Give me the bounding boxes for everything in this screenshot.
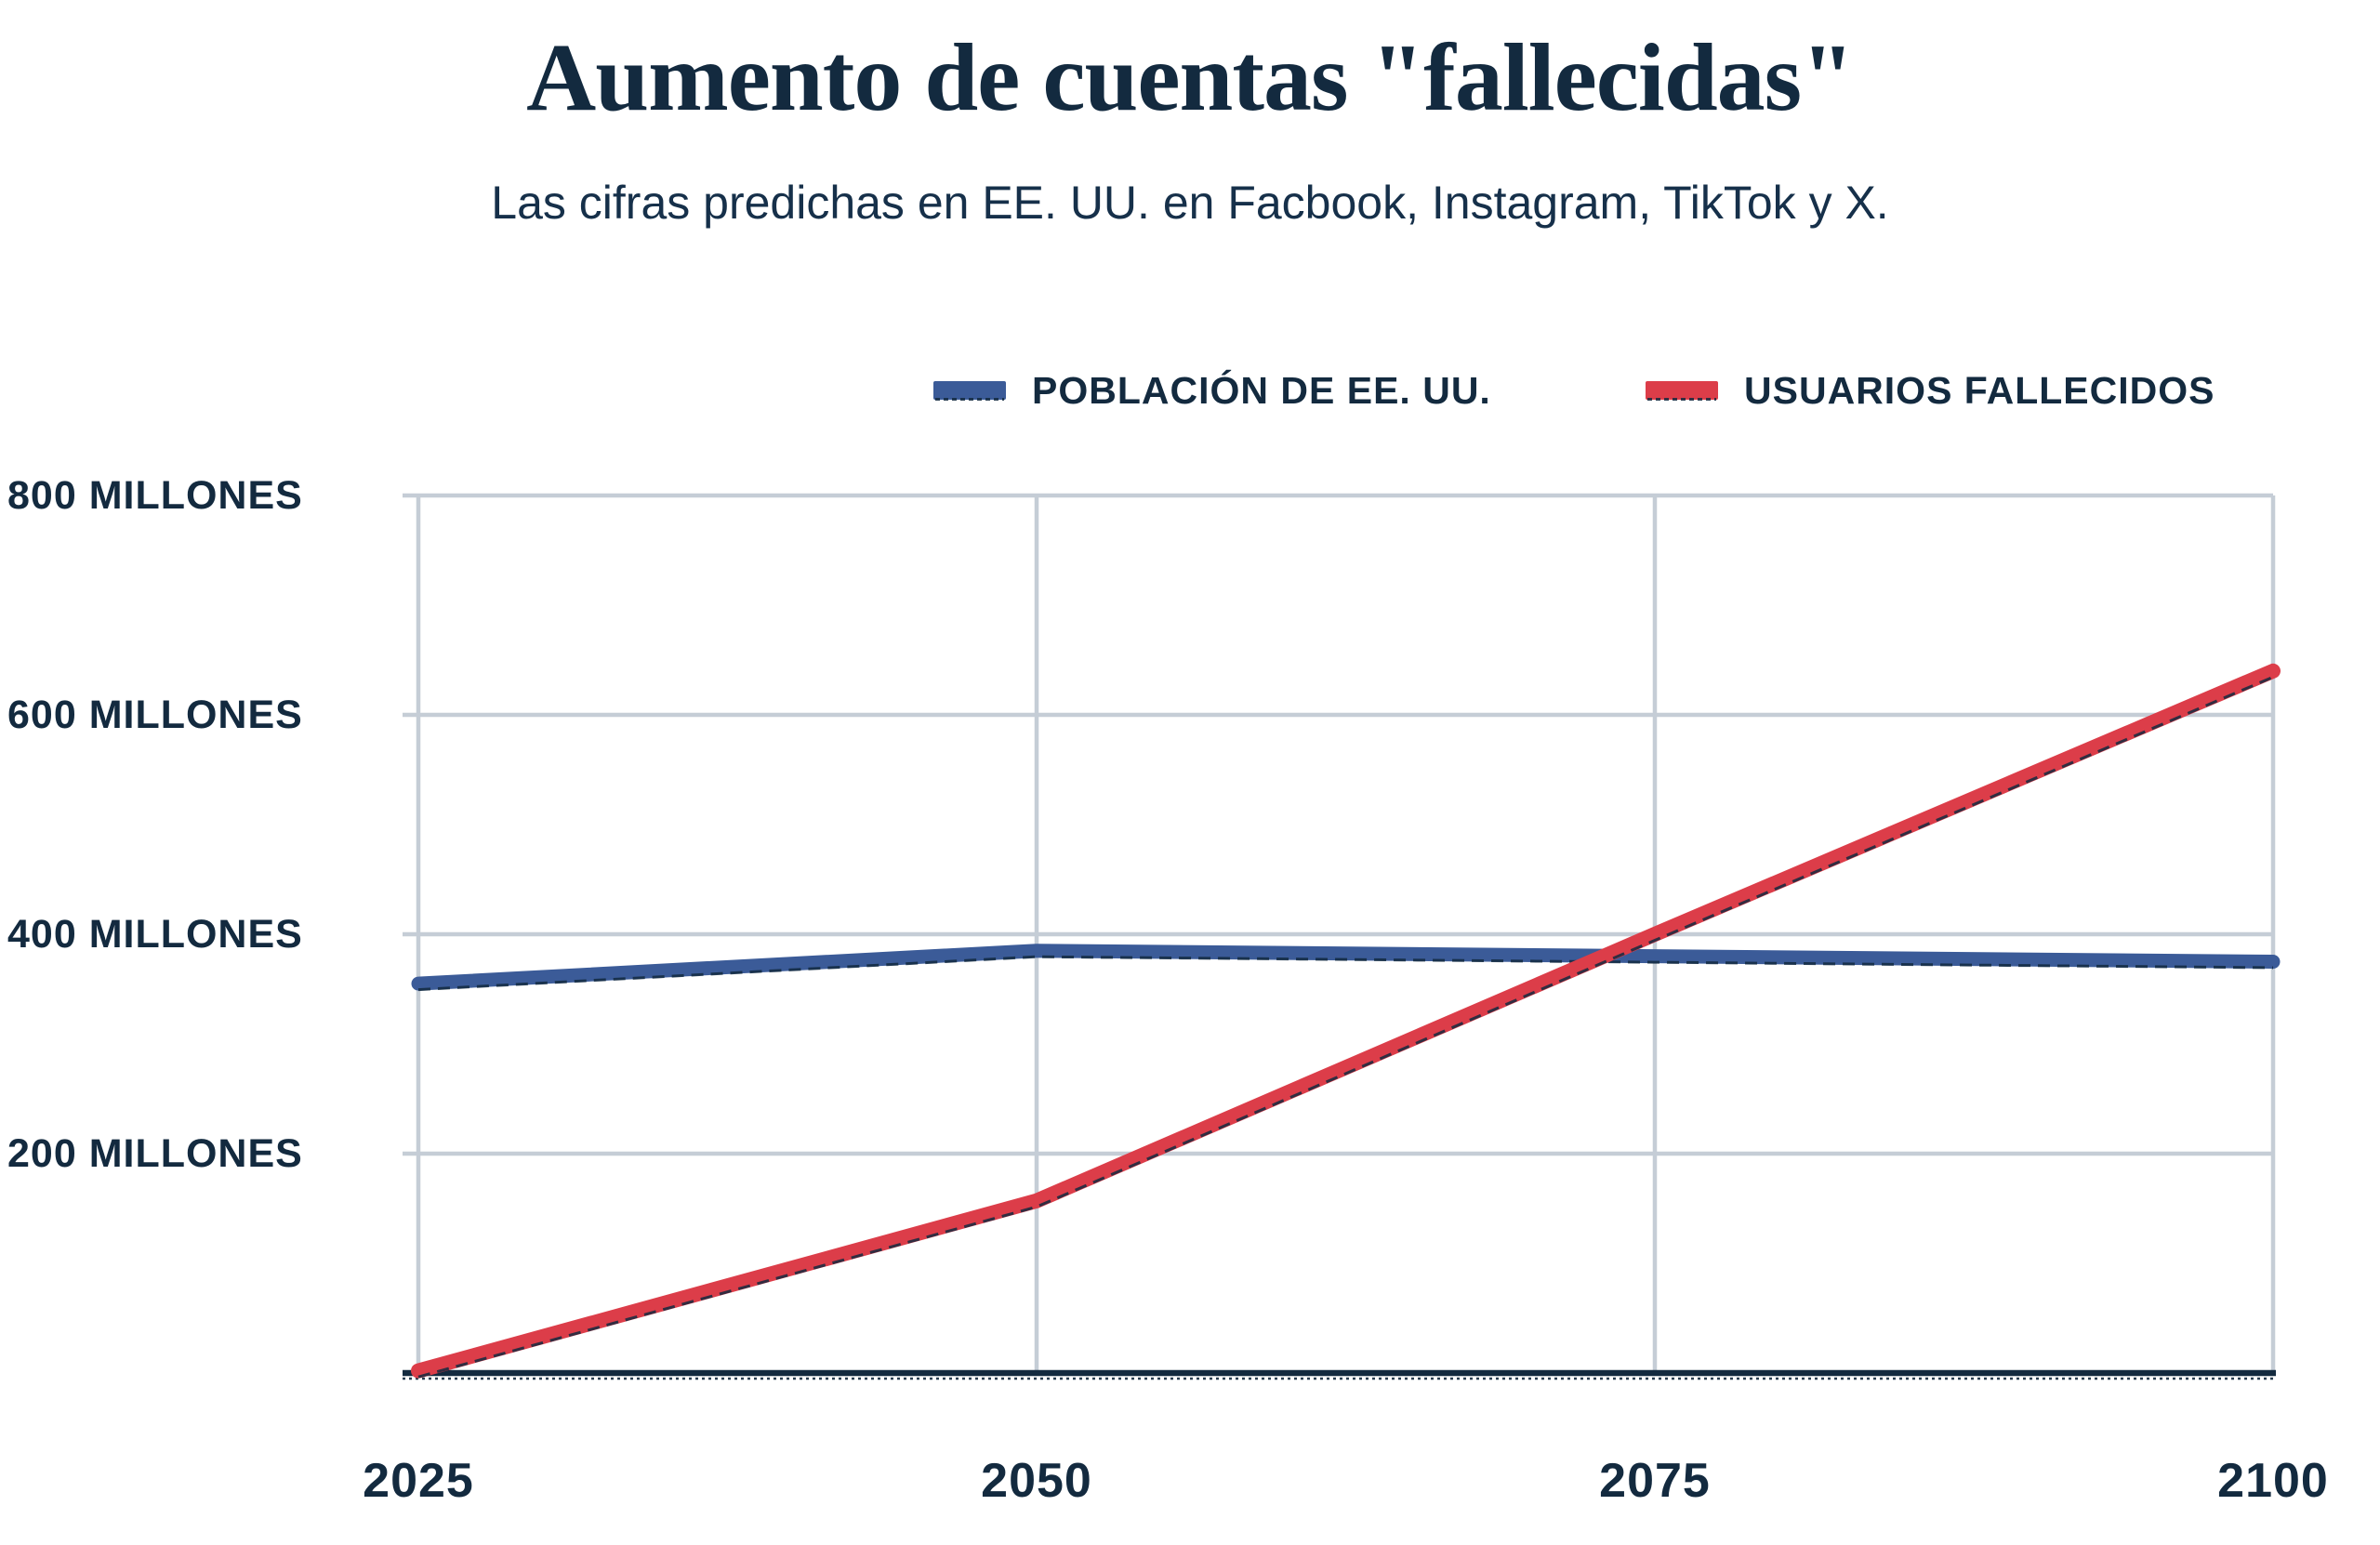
series-line-dotted-edge-population: [417, 955, 2274, 992]
legend-item-deceased: USUARIOS FALLECIDOS: [1646, 364, 2215, 416]
vertical-gridlines: [416, 495, 2276, 1373]
series-line-dotted-edge-deceased: [417, 675, 2274, 1379]
legend-label-population: POBLACIÓN DE EE. UU.: [1032, 368, 1491, 412]
series-lines: [411, 663, 2281, 1379]
y-tick-label-600: 600 MILLONES: [7, 693, 303, 737]
legend-item-population: POBLACIÓN DE EE. UU.: [933, 364, 1491, 416]
x-axis-line: [403, 1369, 2276, 1380]
series-line-deceased: [411, 663, 2281, 1379]
deceased-line-swatch-icon: [1646, 381, 1718, 401]
x-tick-label-2075: 2075: [1599, 1454, 1711, 1508]
population-line-swatch-icon: [933, 381, 1006, 401]
y-tick-label-200: 200 MILLONES: [7, 1131, 303, 1176]
chart-subtitle: Las cifras predichas en EE. UU. en Facbo…: [491, 177, 1889, 229]
series-line-population: [411, 944, 2281, 991]
y-tick-label-800: 800 MILLONES: [7, 473, 303, 518]
legend-label-deceased: USUARIOS FALLECIDOS: [1744, 368, 2215, 412]
horizontal-gridlines: [403, 493, 2273, 1156]
x-tick-label-2050: 2050: [981, 1454, 1092, 1508]
y-tick-label-400: 400 MILLONES: [7, 912, 303, 957]
x-tick-label-2025: 2025: [363, 1454, 474, 1508]
chart-legend: POBLACIÓN DE EE. UU. USUARIOS FALLECIDOS: [0, 364, 2380, 416]
x-tick-label-2100: 2100: [2217, 1454, 2329, 1508]
page-title: Aumento de cuentas "fallecidas": [526, 24, 1855, 131]
